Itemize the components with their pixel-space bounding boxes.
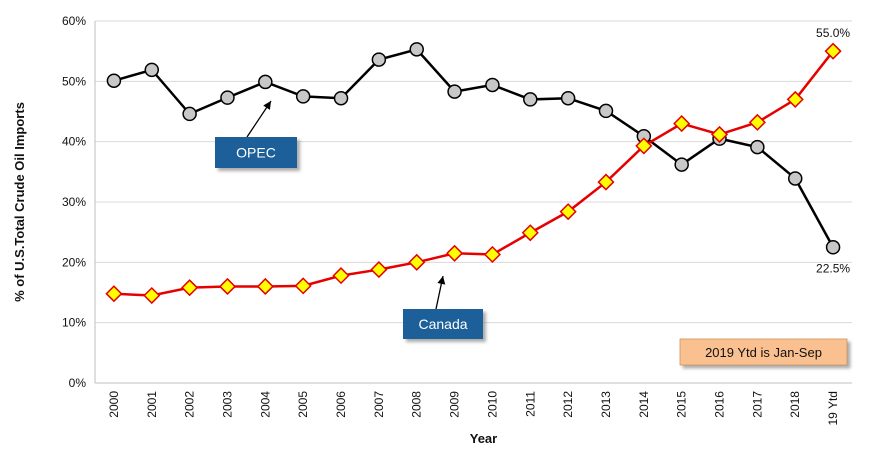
opec-point [220, 90, 235, 105]
x-tick-label: 2001 [145, 391, 159, 418]
opec-point [258, 74, 273, 90]
canada-point [256, 277, 274, 296]
opec-point [674, 157, 689, 172]
ytd-note: 2019 Ytd is Jan-Sep [679, 338, 848, 366]
x-tick-label: 2016 [713, 391, 727, 418]
canada-point [332, 267, 350, 285]
canada-point [748, 113, 766, 131]
ytd-note-label: 2019 Ytd is Jan-Sep [705, 345, 822, 360]
opec-point [333, 90, 349, 106]
x-tick-label: 2004 [258, 391, 272, 418]
canada-arrowhead [437, 276, 446, 285]
x-tick-label: 2008 [410, 391, 424, 418]
opec-callout-box [215, 137, 297, 168]
x-tick-label: 2009 [448, 391, 462, 418]
x-tick-label: 2005 [296, 391, 310, 418]
ytd-note-box [679, 338, 848, 366]
opec-point [750, 139, 765, 155]
y-tick-label: 20% [62, 255, 86, 269]
canada-point [143, 286, 161, 305]
x-tick-label: 2010 [485, 391, 499, 418]
opec-point [409, 42, 424, 57]
canada-point [635, 137, 653, 155]
canada-point [824, 42, 842, 60]
x-tick-label: 2003 [220, 391, 234, 418]
canada-point [597, 173, 615, 191]
opec-point [295, 89, 311, 104]
x-axis-title: Year [470, 431, 497, 446]
canada-last-data-label: 55.0% [816, 26, 850, 40]
canada-point [446, 244, 464, 262]
y-tick-label: 30% [62, 195, 86, 209]
x-tick-label: 2007 [372, 391, 386, 418]
canada-point [218, 277, 237, 296]
canada-point [710, 125, 729, 143]
x-tick-label: 2012 [561, 391, 575, 418]
x-tick-label: 2014 [637, 391, 651, 418]
opec-point [825, 240, 841, 255]
gridlines [95, 20, 852, 324]
canada-point [483, 245, 501, 264]
x-tick-label: 2000 [107, 391, 121, 418]
y-tick-label: 10% [62, 316, 86, 330]
opec-point [560, 90, 576, 106]
x-tick-label: 2015 [675, 391, 689, 418]
axes: 0% 10% 20% 30% 40% 50% 60% 2000 2001 2002 2003 2004… [62, 14, 852, 425]
y-tick-label: 0% [69, 376, 87, 390]
y-axis-title: % of U.S.Total Crude Oil Imports [12, 102, 27, 302]
x-tick-label: 2002 [183, 391, 197, 418]
x-tick-label: 2018 [788, 391, 802, 418]
canada-point [673, 115, 691, 133]
x-tick-label: 2011 [523, 391, 537, 417]
canada-point [786, 90, 804, 108]
canada-callout-box [403, 309, 483, 339]
opec-point [371, 52, 387, 67]
canada-point [105, 285, 123, 303]
canada-point [559, 203, 577, 221]
canada-point [408, 253, 426, 271]
x-tick-label: 19 Ytd [826, 391, 840, 425]
canada-callout: Canada [403, 275, 483, 339]
x-tick-label: 2017 [750, 391, 764, 418]
series-lines [105, 42, 842, 305]
opec-point [106, 73, 122, 88]
opec-callout: OPEC [215, 100, 297, 168]
opec-point [485, 77, 500, 93]
y-tick-label: 50% [62, 74, 86, 88]
x-tick-label: 2006 [334, 391, 348, 418]
opec-callout-label: OPEC [236, 145, 276, 161]
canada-point [370, 261, 388, 279]
y-tick-label: 60% [62, 14, 86, 28]
opec-arrowhead [263, 101, 271, 110]
opec-point [787, 171, 803, 186]
opec-last-data-label: 22.5% [816, 261, 850, 275]
opec-point [598, 103, 614, 119]
canada-point [181, 279, 199, 297]
canada-callout-label: Canada [418, 316, 467, 332]
opec-point [182, 106, 197, 122]
opec-point [447, 84, 462, 99]
opec-point [144, 62, 160, 78]
canada-point [521, 224, 539, 242]
canada-point [294, 277, 312, 295]
x-tick-label: 2013 [599, 391, 613, 418]
opec-point [523, 92, 538, 107]
y-tick-label: 40% [62, 135, 86, 149]
